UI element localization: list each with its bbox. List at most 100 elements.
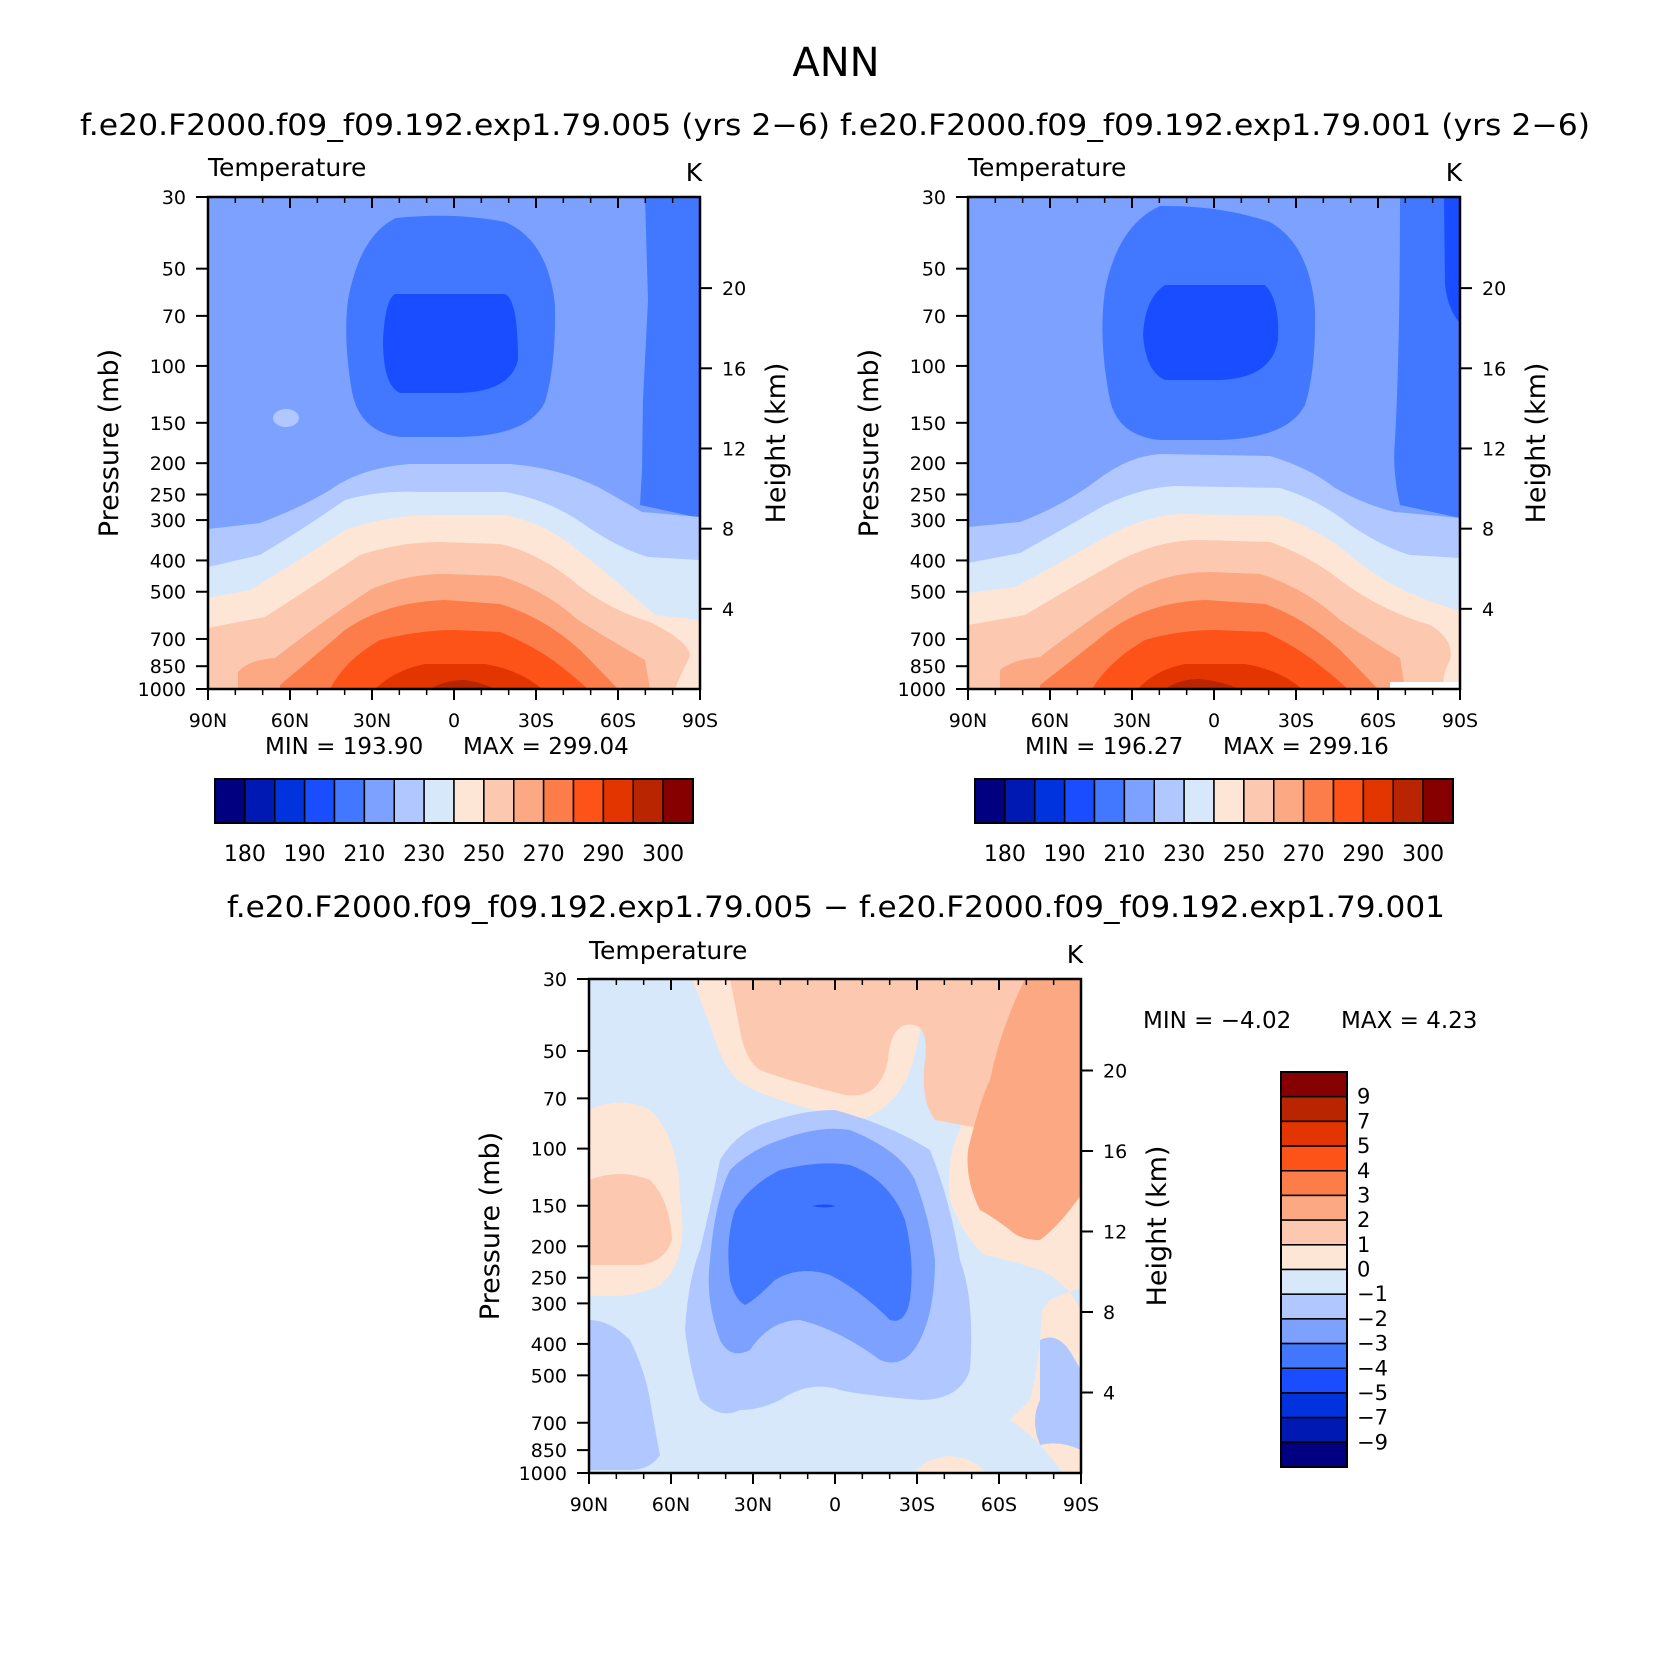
colorbar-swatch	[542, 778, 575, 824]
pressure-tick-label: 500	[150, 582, 186, 604]
x-tick-label: 30S	[1278, 710, 1314, 732]
pressure-tick-label: 500	[531, 1365, 567, 1387]
colorbar-label: 3	[1357, 1183, 1370, 1207]
panel-1-axes: 90N 60N 30N 0 30S 60S 90S 30 50 70 100 150 200 250 300…	[94, 187, 792, 760]
colorbar-label: 300	[642, 842, 684, 867]
pressure-tick-label: 700	[531, 1413, 567, 1435]
colorbar-label: −5	[1357, 1381, 1388, 1405]
height-tick-label: 16	[722, 358, 746, 380]
colorbar-swatch	[662, 778, 694, 824]
max-readout: MAX = 4.23	[1341, 1008, 1477, 1034]
height-tick-label: 8	[722, 519, 734, 541]
height-tick-label: 12	[1103, 1221, 1127, 1243]
colorbar-label: 270	[523, 842, 565, 867]
colorbar-swatch	[1280, 1219, 1348, 1246]
x-tick-label: 60S	[981, 1494, 1017, 1516]
pressure-tick-label: 850	[910, 656, 946, 678]
panel-2-contour	[968, 197, 1460, 689]
x-tick-label: 0	[448, 710, 460, 732]
height-tick-label: 16	[1482, 358, 1506, 380]
pressure-axis-label: Pressure (mb)	[854, 349, 885, 537]
pressure-tick-label: 30	[162, 187, 186, 209]
colorbar-swatch	[1123, 778, 1155, 824]
x-tick-label: 60N	[271, 710, 309, 732]
colorbar-swatch	[1280, 1244, 1348, 1271]
colorbar-label: 270	[1283, 842, 1325, 867]
pressure-tick-label: 300	[150, 510, 186, 532]
pressure-tick-label: 150	[910, 413, 946, 435]
pressure-tick-label: 150	[150, 413, 186, 435]
pressure-tick-label: 1000	[519, 1463, 567, 1485]
height-tick-label: 8	[1482, 519, 1494, 541]
colorbar-swatch	[974, 778, 1006, 824]
x-tick-label: 60N	[652, 1494, 690, 1516]
height-tick-label: 12	[1482, 438, 1506, 460]
pressure-tick-label: 50	[543, 1041, 567, 1063]
colorbar-label: 290	[1342, 842, 1384, 867]
colorbar-label: 210	[1103, 842, 1145, 867]
height-axis-label: Height (km)	[1521, 363, 1552, 524]
x-tick-label: 30N	[353, 710, 391, 732]
panel-1-contour	[208, 197, 700, 689]
height-tick-label: 4	[1103, 1382, 1115, 1404]
colorbar-label: 250	[463, 842, 505, 867]
colorbar-label: −2	[1357, 1307, 1388, 1331]
colorbar-swatch	[513, 778, 545, 824]
colorbar-swatch	[602, 778, 634, 824]
colorbar-swatch	[483, 778, 515, 824]
pressure-tick-label: 70	[543, 1088, 567, 1110]
panel-2-units: K	[1446, 158, 1463, 187]
height-tick-label: 12	[722, 438, 746, 460]
colorbar-swatch	[1280, 1416, 1348, 1444]
colorbar-label: 300	[1402, 842, 1444, 867]
height-tick-label: 20	[722, 278, 746, 300]
colorbar-swatch	[1243, 778, 1275, 824]
pressure-tick-label: 400	[910, 550, 946, 572]
min-readout: MIN = 196.27	[1025, 734, 1183, 760]
colorbar-swatch	[1280, 1342, 1348, 1369]
colorbar-label: −9	[1357, 1430, 1388, 1454]
pressure-axis-label: Pressure (mb)	[475, 1132, 506, 1320]
x-tick-label: 0	[1208, 710, 1220, 732]
diff-title: f.e20.F2000.f09_f09.192.exp1.79.005 − f.…	[227, 890, 1445, 924]
pressure-tick-label: 250	[150, 484, 186, 506]
pressure-tick-label: 100	[531, 1139, 567, 1161]
colorbar-swatch	[453, 778, 485, 824]
colorbar-label: 4	[1357, 1159, 1370, 1183]
colorbar-swatch	[393, 778, 425, 824]
colorbar-swatch	[1280, 1194, 1348, 1221]
panel-2-variable: Temperature	[967, 153, 1126, 182]
x-tick-label: 90S	[1063, 1494, 1099, 1516]
colorbar-swatch	[1280, 1318, 1348, 1345]
height-axis-label: Height (km)	[761, 363, 792, 524]
panel-1-variable: Temperature	[207, 153, 366, 182]
panel-3-contour	[589, 979, 1081, 1473]
pressure-tick-label: 250	[910, 484, 946, 506]
colorbar-frame	[1280, 1071, 1348, 1468]
max-readout: MAX = 299.16	[1223, 734, 1389, 760]
colorbar-swatch	[1153, 778, 1185, 824]
colorbar-swatch	[1213, 778, 1245, 824]
colorbar-swatch	[632, 778, 664, 824]
x-tick-label: 30S	[899, 1494, 935, 1516]
colorbar-swatch	[1280, 1293, 1348, 1320]
pressure-tick-label: 30	[543, 969, 567, 991]
colorbar-swatch	[423, 778, 455, 824]
pressure-tick-label: 500	[910, 582, 946, 604]
colorbar-swatch	[303, 778, 336, 824]
colorbar-swatch	[1004, 778, 1036, 824]
pressure-tick-label: 100	[150, 356, 186, 378]
colorbar-label: 180	[224, 842, 266, 867]
colorbar-label: 7	[1357, 1109, 1370, 1133]
x-tick-label: 30N	[734, 1494, 772, 1516]
panel-3-units: K	[1067, 940, 1084, 969]
panel-1-units: K	[686, 158, 703, 187]
colorbar-swatch	[1280, 1120, 1348, 1147]
height-tick-label: 20	[1482, 278, 1506, 300]
max-readout: MAX = 299.04	[463, 734, 629, 760]
colorbar-swatch	[1280, 1170, 1348, 1197]
colorbar-label: 180	[984, 842, 1026, 867]
height-tick-label: 16	[1103, 1141, 1127, 1163]
colorbar-label: 0	[1357, 1258, 1370, 1282]
